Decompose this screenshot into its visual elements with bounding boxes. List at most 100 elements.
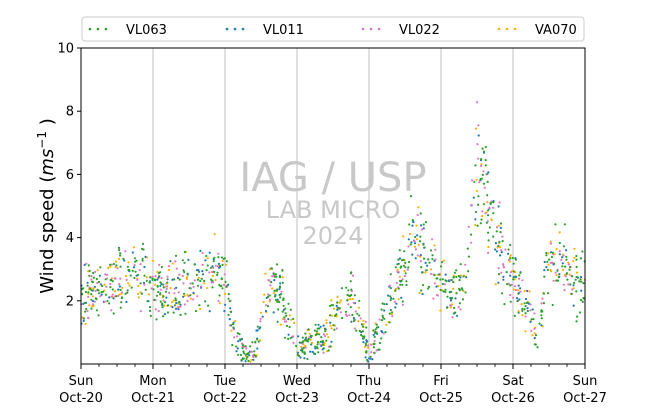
data-point-vl063	[519, 271, 522, 274]
data-point-vl063	[399, 283, 402, 286]
data-point-vl022	[269, 284, 272, 287]
data-point-vl063	[569, 283, 572, 286]
data-point-vl063	[181, 259, 184, 262]
data-point-va070	[96, 269, 99, 272]
data-point-vl063	[349, 280, 352, 283]
data-point-vl063	[289, 308, 292, 311]
data-point-va070	[311, 341, 314, 344]
data-point-va070	[561, 268, 565, 271]
data-point-vl063	[241, 347, 244, 350]
data-point-vl063	[524, 312, 527, 315]
data-point-vl022	[524, 315, 527, 318]
data-point-vl063	[328, 314, 332, 317]
data-point-vl063	[119, 306, 122, 309]
data-point-vl063	[90, 307, 93, 310]
data-point-va070	[300, 345, 303, 348]
data-point-vl063	[474, 210, 477, 214]
data-point-vl011	[261, 315, 264, 318]
data-point-vl063	[164, 301, 167, 304]
data-point-vl063	[486, 180, 489, 183]
legend-marker	[497, 27, 501, 31]
data-point-vl022	[483, 186, 486, 189]
data-point-vl022	[177, 306, 180, 309]
data-point-vl063	[86, 284, 89, 287]
data-point-vl011	[365, 339, 368, 342]
data-point-vl063	[565, 258, 568, 261]
data-point-vl063	[484, 164, 487, 167]
data-point-vl063	[439, 265, 443, 268]
x-tick-day: Sat	[502, 374, 523, 389]
legend-marker	[241, 27, 245, 31]
data-point-va070	[325, 321, 328, 325]
data-point-vl063	[88, 274, 91, 277]
data-point-vl011	[224, 303, 227, 306]
data-point-vl063	[398, 279, 402, 282]
data-point-vl063	[397, 258, 400, 261]
data-point-vl063	[571, 275, 574, 278]
data-point-vl063	[251, 341, 254, 344]
data-point-va070	[547, 263, 550, 266]
data-point-va070	[475, 189, 478, 192]
data-point-vl063	[131, 269, 134, 272]
data-point-vl063	[284, 307, 287, 310]
data-point-vl063	[518, 274, 521, 277]
data-point-vl011	[456, 314, 459, 317]
data-point-vl011	[176, 276, 180, 280]
data-point-vl063	[274, 295, 277, 298]
data-point-vl063	[235, 345, 238, 348]
data-point-vl022	[416, 254, 419, 257]
data-point-vl063	[521, 307, 524, 311]
data-point-vl063	[318, 333, 321, 336]
data-point-vl022	[571, 288, 574, 291]
data-point-va070	[197, 276, 200, 279]
data-point-vl063	[198, 270, 201, 273]
data-point-vl011	[175, 301, 178, 305]
data-point-vl011	[381, 331, 384, 334]
data-point-va070	[169, 287, 172, 290]
data-point-vl063	[307, 338, 310, 341]
data-point-vl022	[518, 277, 521, 280]
data-point-vl063	[458, 302, 461, 305]
data-point-vl063	[361, 335, 364, 338]
data-point-vl063	[139, 282, 142, 285]
data-point-vl022	[139, 263, 142, 266]
data-point-vl022	[504, 248, 507, 251]
data-point-vl011	[287, 333, 290, 336]
data-point-vl011	[383, 309, 386, 312]
data-point-vl063	[450, 290, 453, 293]
data-point-vl063	[439, 278, 442, 281]
data-point-vl011	[144, 255, 147, 258]
legend-marker	[505, 27, 509, 31]
data-point-vl063	[575, 258, 578, 261]
data-point-vl011	[156, 278, 159, 281]
data-point-vl022	[96, 281, 99, 284]
data-point-vl063	[579, 311, 582, 314]
data-point-vl063	[460, 287, 463, 290]
data-point-vl063	[218, 264, 222, 267]
data-point-vl063	[108, 302, 111, 305]
data-point-vl063	[301, 347, 304, 350]
data-point-vl011	[407, 238, 410, 241]
x-tick-day: Thu	[356, 374, 381, 389]
data-point-vl063	[124, 292, 127, 295]
data-point-vl063	[429, 249, 433, 252]
data-point-vl063	[292, 317, 295, 320]
data-point-vl022	[150, 287, 153, 290]
data-point-vl063	[197, 284, 200, 287]
data-point-vl063	[217, 256, 220, 259]
data-point-vl063	[91, 281, 94, 284]
data-point-vl063	[321, 340, 325, 343]
data-point-vl063	[424, 221, 428, 224]
data-point-vl063	[526, 309, 529, 313]
data-point-vl063	[399, 266, 402, 269]
data-point-vl011	[390, 297, 393, 300]
data-point-vl022	[189, 282, 192, 285]
data-point-vl063	[323, 327, 326, 330]
legend-box	[81, 16, 585, 42]
data-point-va070	[486, 201, 489, 204]
data-point-vl063	[216, 271, 219, 274]
data-point-vl063	[487, 214, 490, 217]
data-point-vl063	[156, 284, 159, 288]
data-point-vl063	[104, 278, 107, 281]
data-point-vl063	[304, 332, 307, 335]
